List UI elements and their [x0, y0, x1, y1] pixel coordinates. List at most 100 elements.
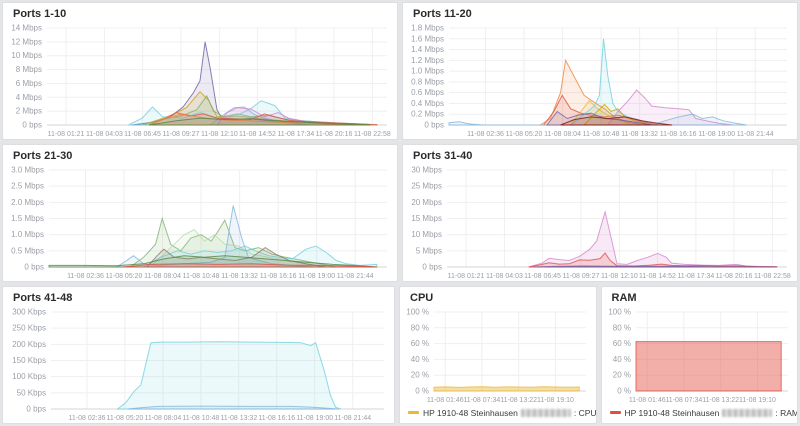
- panel-ram: RAM 0 % 20 % 40 % 60 % 80 % 100 % 11-08 01:46 1…: [600, 286, 798, 424]
- svg-text:11-08 13:32: 11-08 13:32: [621, 131, 658, 138]
- chart-ports-11-20[interactable]: 0 bps 0.2 Mbps 0.4 Mbps 0.6 Mbps 0.8 Mbps 1.0…: [403, 22, 797, 139]
- panel-ports-21-30: Ports 21-30 0 bps 0.5 Mbps 1.0 Mbps 1.5 Mbp…: [2, 144, 398, 282]
- panel-title-ports-11-20[interactable]: Ports 11-20: [413, 8, 472, 20]
- svg-text:60 %: 60 %: [411, 339, 429, 348]
- svg-text:11-08 01:46: 11-08 01:46: [427, 397, 464, 404]
- svg-text:40 %: 40 %: [612, 355, 630, 364]
- svg-text:11-08 06:45: 11-08 06:45: [524, 273, 561, 280]
- svg-text:11-08 05:20: 11-08 05:20: [506, 131, 543, 138]
- ram-legend-swatch: [609, 411, 621, 414]
- svg-text:0 %: 0 %: [617, 387, 631, 396]
- svg-text:11-08 07:34: 11-08 07:34: [665, 397, 702, 404]
- svg-text:250 Kbps: 250 Kbps: [12, 324, 46, 333]
- dashboard-row-3: Ports 41-48 0 bps 50 Kbps 100 Kbps 150 Kbps…: [2, 286, 798, 424]
- ram-legend-prefix: HP 1910-48 Steinhausen: [624, 407, 720, 418]
- chart-ram[interactable]: 0 % 20 % 40 % 60 % 80 % 100 % 11-08 01:46 11-08…: [602, 306, 798, 405]
- svg-text:0.2 Mbps: 0.2 Mbps: [411, 110, 444, 119]
- cpu-legend-prefix: HP 1910-48 Steinhausen: [423, 407, 518, 418]
- chart-ports-41-48[interactable]: 0 bps 50 Kbps 100 Kbps 150 Kbps 200 Kbps 250 …: [3, 306, 394, 423]
- dashboard-row-2: Ports 21-30 0 bps 0.5 Mbps 1.0 Mbps 1.5 Mbp…: [2, 144, 798, 282]
- svg-text:0 bps: 0 bps: [24, 263, 44, 272]
- panel-ports-41-48: Ports 41-48 0 bps 50 Kbps 100 Kbps 150 Kbps…: [2, 286, 395, 424]
- svg-text:0 bps: 0 bps: [422, 263, 442, 272]
- svg-text:11-08 14:52: 11-08 14:52: [639, 273, 676, 280]
- svg-text:11-08 02:36: 11-08 02:36: [69, 415, 106, 422]
- svg-text:11-08 13:32: 11-08 13:32: [221, 273, 258, 280]
- svg-text:100 %: 100 %: [608, 308, 631, 317]
- chart-ports-21-30[interactable]: 0 bps 0.5 Mbps 1.0 Mbps 1.5 Mbps 2.0 Mbps 2.5…: [3, 164, 397, 281]
- svg-text:11-08 07:34: 11-08 07:34: [463, 397, 500, 404]
- svg-text:11-08 21:44: 11-08 21:44: [334, 415, 371, 422]
- svg-text:20 %: 20 %: [612, 371, 630, 380]
- chart-svg-ports-11-20: 0 bps 0.2 Mbps 0.4 Mbps 0.6 Mbps 0.8 Mbps1.0…: [411, 24, 787, 138]
- cpu-legend-item[interactable]: HP 1910-48 Steinhausen : CPU Load in %: [423, 408, 596, 418]
- svg-text:11-08 01:21: 11-08 01:21: [48, 131, 85, 138]
- svg-text:1.2 Mbps: 1.2 Mbps: [411, 56, 444, 65]
- svg-text:2.5 Mbps: 2.5 Mbps: [11, 182, 44, 191]
- svg-text:11-08 20:16: 11-08 20:16: [316, 131, 353, 138]
- panel-title-ports-41-48[interactable]: Ports 41-48: [13, 292, 73, 304]
- svg-text:20 Mbps: 20 Mbps: [411, 198, 442, 207]
- svg-text:0 bps: 0 bps: [26, 405, 46, 414]
- svg-text:0.4 Mbps: 0.4 Mbps: [411, 99, 444, 108]
- svg-text:11-08 21:44: 11-08 21:44: [337, 273, 374, 280]
- svg-text:11-08 04:03: 11-08 04:03: [86, 131, 123, 138]
- svg-text:150 Kbps: 150 Kbps: [12, 356, 46, 365]
- panel-title-cpu[interactable]: CPU: [410, 292, 434, 304]
- panel-cpu: CPU 0 % 20 % 40 % 60 % 80 % 100 % 11-08 01:46 1…: [399, 286, 597, 424]
- svg-text:100 %: 100 %: [406, 308, 429, 317]
- svg-text:11-08 19:10: 11-08 19:10: [739, 397, 776, 404]
- svg-text:11-08 20:16: 11-08 20:16: [716, 273, 753, 280]
- svg-text:11-08 08:04: 11-08 08:04: [144, 415, 181, 422]
- svg-text:11-08 17:34: 11-08 17:34: [677, 273, 714, 280]
- svg-text:11-08 16:16: 11-08 16:16: [258, 415, 295, 422]
- panel-ports-11-20: Ports 11-20 0 bps 0.2 Mbps 0.4 Mbps 0.6 Mbp…: [402, 2, 798, 140]
- chart-svg-ports-21-30: 0 bps 0.5 Mbps 1.0 Mbps 1.5 Mbps 2.0 Mbps 2.5…: [11, 166, 387, 280]
- ram-legend-redacted-host: [722, 408, 773, 417]
- svg-text:60 %: 60 %: [612, 339, 630, 348]
- svg-text:5 Mbps: 5 Mbps: [416, 246, 442, 255]
- svg-text:11-08 08:04: 11-08 08:04: [144, 273, 181, 280]
- svg-text:8 Mbps: 8 Mbps: [16, 65, 42, 74]
- ram-legend-suffix: : RAM Load in %: [775, 407, 797, 418]
- svg-text:1.6 Mbps: 1.6 Mbps: [411, 34, 444, 43]
- svg-text:0 bps: 0 bps: [22, 121, 42, 130]
- svg-text:6 Mbps: 6 Mbps: [16, 79, 42, 88]
- svg-text:100 Kbps: 100 Kbps: [12, 372, 46, 381]
- svg-text:11-08 13:32: 11-08 13:32: [220, 415, 257, 422]
- cpu-legend-redacted-host: [520, 408, 571, 417]
- svg-text:3.0 Mbps: 3.0 Mbps: [11, 166, 44, 175]
- ram-legend-item[interactable]: HP 1910-48 Steinhausen : RAM Load in %: [625, 408, 798, 418]
- panel-title-ports-21-30[interactable]: Ports 21-30: [13, 150, 73, 162]
- cpu-legend-suffix: : CPU Load in %: [573, 407, 596, 418]
- panel-title-ram[interactable]: RAM: [611, 292, 637, 304]
- chart-ports-31-40[interactable]: 0 bps 5 Mbps 10 Mbps 15 Mbps 20 Mbps 25 Mbps 3…: [403, 164, 797, 281]
- svg-text:11-08 17:34: 11-08 17:34: [277, 131, 314, 138]
- svg-text:11-08 16:16: 11-08 16:16: [260, 273, 297, 280]
- svg-text:11-08 10:48: 11-08 10:48: [183, 273, 220, 280]
- svg-text:11-08 09:27: 11-08 09:27: [163, 131, 200, 138]
- svg-text:11-08 22:58: 11-08 22:58: [354, 131, 391, 138]
- svg-text:1.4 Mbps: 1.4 Mbps: [411, 45, 444, 54]
- panel-title-ports-31-40[interactable]: Ports 31-40: [413, 150, 473, 162]
- svg-text:80 %: 80 %: [612, 323, 630, 332]
- chart-ports-1-10[interactable]: 0 bps 2 Mbps 4 Mbps 6 Mbps 8 Mbps 10 Mbps 12 M…: [3, 22, 397, 139]
- svg-text:11-08 01:46: 11-08 01:46: [628, 397, 665, 404]
- svg-text:11-08 12:10: 11-08 12:10: [201, 131, 238, 138]
- chart-cpu[interactable]: 0 % 20 % 40 % 60 % 80 % 100 % 11-08 01:46 11-08…: [400, 306, 596, 405]
- svg-text:40 %: 40 %: [411, 355, 429, 364]
- svg-text:11-08 02:36: 11-08 02:36: [67, 273, 104, 280]
- panel-title-ports-1-10[interactable]: Ports 1-10: [13, 8, 67, 20]
- svg-text:11-08 10:48: 11-08 10:48: [583, 131, 620, 138]
- svg-text:11-08 19:00: 11-08 19:00: [698, 131, 735, 138]
- cpu-legend-swatch: [408, 411, 419, 414]
- svg-text:11-08 05:20: 11-08 05:20: [106, 415, 143, 422]
- svg-text:11-08 19:00: 11-08 19:00: [296, 415, 333, 422]
- svg-text:11-08 13:22: 11-08 13:22: [500, 397, 537, 404]
- svg-text:11-08 16:16: 11-08 16:16: [660, 131, 697, 138]
- svg-text:11-08 22:58: 11-08 22:58: [754, 273, 791, 280]
- svg-text:300 Kbps: 300 Kbps: [12, 308, 46, 317]
- svg-text:10 Mbps: 10 Mbps: [411, 230, 442, 239]
- svg-text:11-08 13:22: 11-08 13:22: [702, 397, 739, 404]
